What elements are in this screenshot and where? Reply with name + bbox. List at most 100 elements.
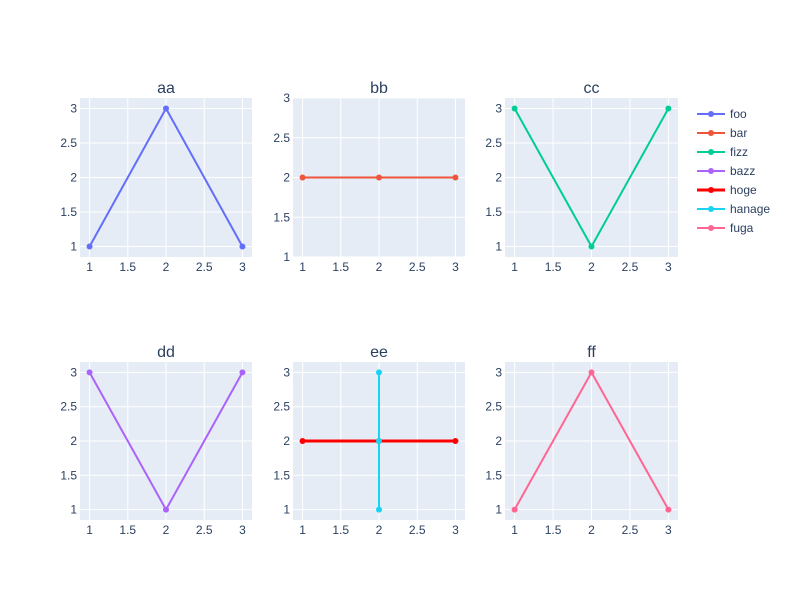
legend-label: fuga (730, 221, 754, 235)
x-tick-label: 2.5 (409, 523, 426, 537)
legend-item-bar[interactable]: bar (697, 126, 747, 140)
subplot-title: ff (587, 344, 596, 361)
data-point-fizz (588, 243, 595, 250)
legend: foo bar fizz bazz hoge hanage fuga (697, 107, 770, 235)
legend-swatch-marker (708, 168, 714, 174)
legend-swatch-marker (708, 111, 714, 117)
data-point-fizz (665, 105, 672, 112)
x-tick-label: 2 (163, 523, 170, 537)
x-tick-label: 1.5 (119, 260, 136, 274)
legend-label: fizz (730, 145, 748, 159)
subplot-title: bb (370, 80, 388, 97)
data-point-hanage (376, 438, 382, 444)
legend-label: foo (730, 107, 747, 121)
x-tick-label: 3 (452, 523, 459, 537)
x-tick-label: 1 (511, 523, 518, 537)
subplot-cc: 1 1.5 2 2.5 3 1 1.5 2 2.5 3 cc (485, 80, 678, 274)
x-tick-label: 2.5 (196, 260, 213, 274)
data-point-foo (86, 243, 93, 250)
data-point-fuga (588, 369, 595, 376)
y-tick-label: 1 (495, 503, 502, 517)
x-tick-label: 2 (588, 523, 595, 537)
y-tick-label: 1 (70, 240, 77, 254)
data-point-bazz (86, 369, 93, 376)
x-tick-label: 2 (376, 523, 383, 537)
x-tick-label: 1.5 (119, 523, 136, 537)
legend-label: hoge (730, 183, 757, 197)
data-point-bar (452, 174, 459, 181)
x-tick-label: 2 (376, 260, 383, 274)
data-point-hoge (299, 438, 306, 444)
y-tick-label: 2 (495, 171, 502, 185)
x-tick-label: 2.5 (622, 260, 639, 274)
data-point-fuga (665, 506, 672, 513)
legend-swatch-marker (708, 149, 714, 155)
x-tick-label: 1 (511, 260, 518, 274)
subplot-title: aa (157, 80, 175, 97)
x-tick-label: 1.5 (545, 260, 562, 274)
y-tick-label: 2 (70, 434, 77, 448)
y-tick-label: 2.5 (60, 136, 77, 150)
subplot-bb: 1 1.5 2 2.5 3 1 1.5 2 2.5 3 bb (273, 80, 465, 274)
x-tick-label: 2.5 (622, 523, 639, 537)
legend-swatch-marker (708, 206, 714, 212)
y-tick-label: 1.5 (485, 205, 502, 219)
data-point-bar (299, 174, 306, 181)
y-tick-label: 1.5 (485, 468, 502, 482)
y-tick-label: 1.5 (273, 468, 290, 482)
x-tick-label: 2.5 (196, 523, 213, 537)
data-point-foo (163, 105, 169, 112)
legend-swatch-marker (708, 225, 714, 231)
x-tick-label: 1 (299, 260, 306, 274)
y-tick-label: 2 (495, 434, 502, 448)
subplot-title: ee (370, 344, 388, 361)
data-point-fuga (511, 506, 518, 513)
data-point-hanage (376, 506, 382, 513)
x-tick-label: 3 (452, 260, 459, 274)
y-tick-label: 3 (495, 101, 502, 115)
y-tick-label: 2.5 (60, 400, 77, 414)
y-tick-label: 1 (70, 503, 77, 517)
legend-item-hoge[interactable]: hoge (697, 183, 757, 197)
legend-swatch-marker (708, 130, 714, 136)
y-tick-label: 1 (495, 240, 502, 254)
data-point-hanage (376, 369, 382, 376)
x-tick-label: 2 (588, 260, 595, 274)
x-tick-label: 2.5 (409, 260, 426, 274)
legend-item-fuga[interactable]: fuga (697, 221, 754, 235)
y-tick-label: 1.5 (60, 205, 77, 219)
y-tick-label: 3 (70, 101, 77, 115)
legend-label: bazz (730, 164, 755, 178)
y-tick-label: 1.5 (60, 468, 77, 482)
x-tick-label: 3 (239, 260, 246, 274)
x-tick-label: 1 (86, 260, 93, 274)
legend-item-fizz[interactable]: fizz (697, 145, 748, 159)
data-point-bazz (239, 369, 246, 376)
legend-item-foo[interactable]: foo (697, 107, 747, 121)
data-point-foo (239, 243, 246, 250)
y-tick-label: 2 (70, 171, 77, 185)
x-tick-label: 1.5 (332, 260, 349, 274)
data-point-bar (376, 174, 382, 181)
legend-label: hanage (730, 202, 770, 216)
subplot-title: dd (157, 344, 175, 361)
y-tick-label: 2.5 (485, 400, 502, 414)
legend-label: bar (730, 126, 747, 140)
x-tick-label: 3 (239, 523, 246, 537)
y-tick-label: 2.5 (273, 400, 290, 414)
y-tick-label: 2.5 (273, 131, 290, 145)
y-tick-label: 3 (283, 365, 290, 379)
legend-item-hanage[interactable]: hanage (697, 202, 770, 216)
subplot-dd: 1 1.5 2 2.5 3 1 1.5 2 2.5 3 dd (60, 344, 252, 537)
legend-item-bazz[interactable]: bazz (697, 164, 755, 178)
subplot-ee: 1 1.5 2 2.5 3 1 1.5 2 2.5 3 ee (273, 344, 465, 537)
y-tick-label: 2.5 (485, 136, 502, 150)
y-tick-label: 3 (495, 365, 502, 379)
x-tick-label: 3 (665, 260, 672, 274)
x-tick-label: 1.5 (332, 523, 349, 537)
y-tick-label: 1.5 (273, 210, 290, 224)
subplot-title: cc (584, 80, 600, 97)
y-tick-label: 2 (283, 434, 290, 448)
y-tick-label: 3 (70, 365, 77, 379)
